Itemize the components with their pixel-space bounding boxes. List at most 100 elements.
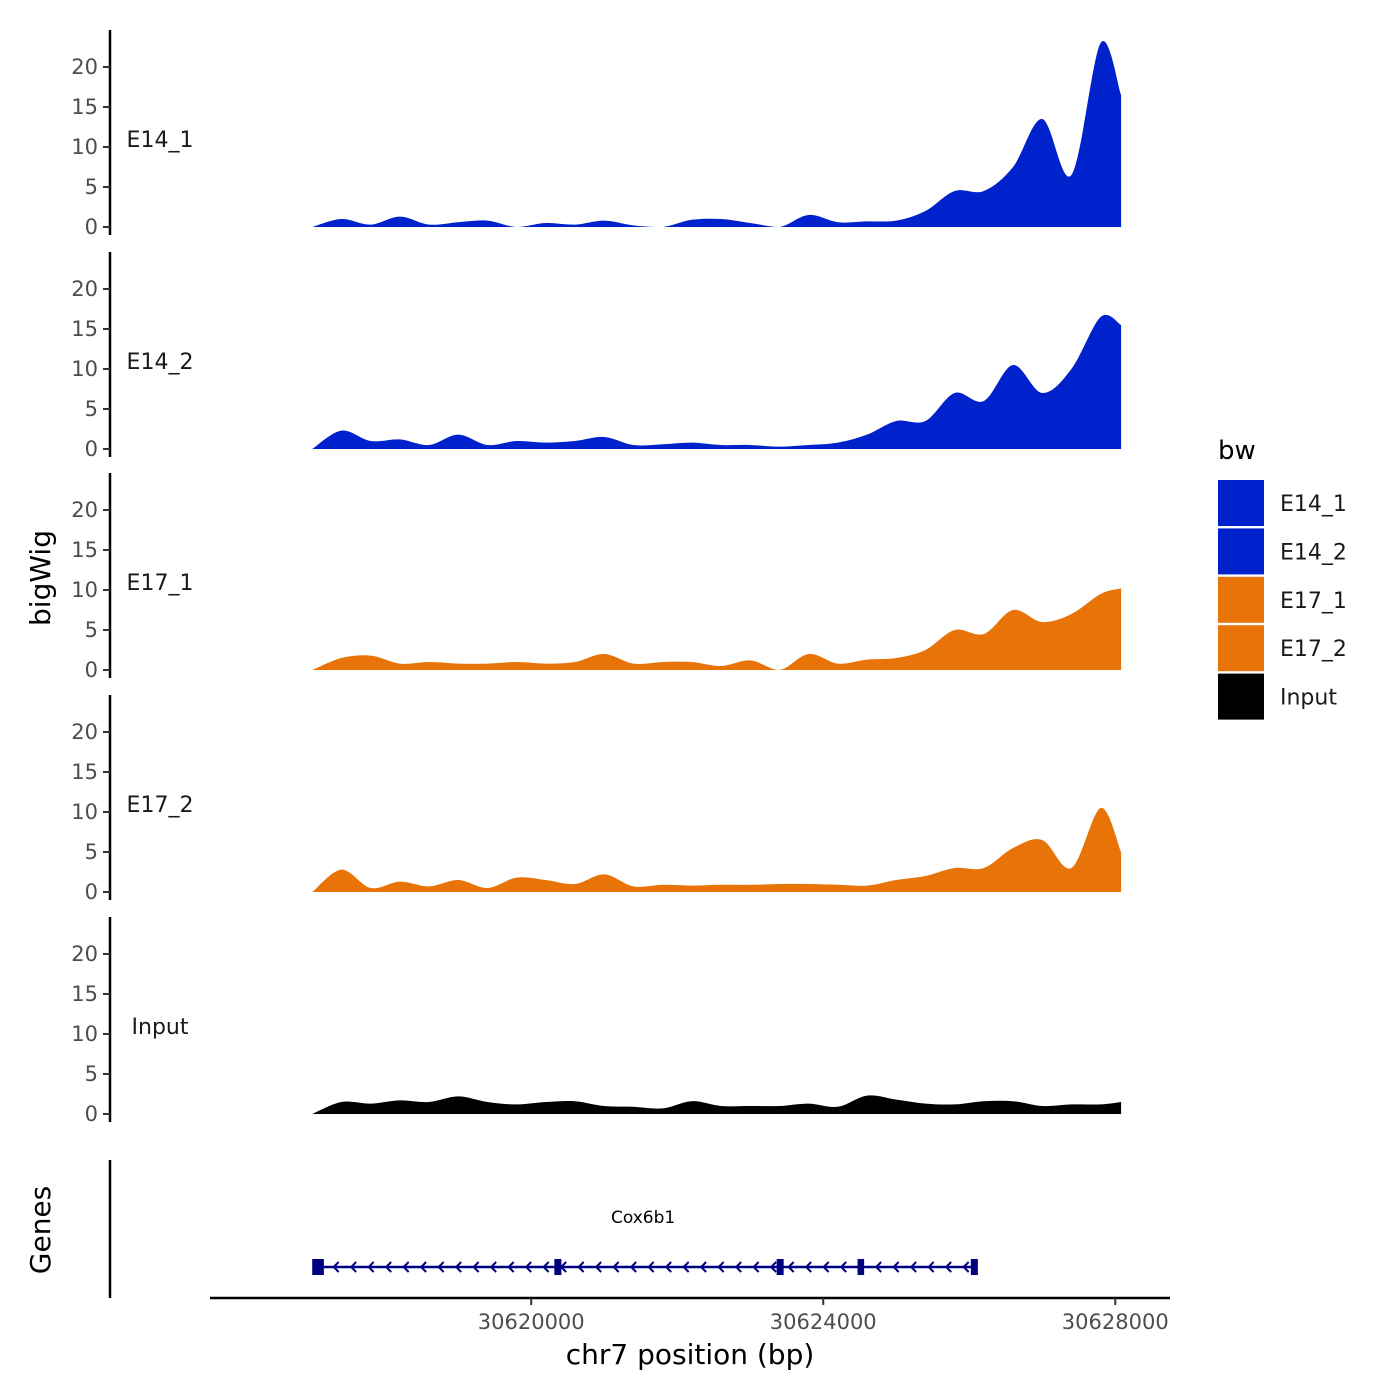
exon	[312, 1259, 324, 1275]
y-tick-label: 5	[85, 840, 98, 864]
strand-arrow	[437, 1261, 445, 1273]
strand-arrow	[839, 1261, 847, 1273]
strand-arrow	[489, 1261, 497, 1273]
y-axis-title: bigWig	[24, 530, 57, 626]
y-tick-label: 20	[71, 498, 98, 522]
track-label-e14_2: E14_2	[127, 350, 194, 375]
y-tick-label: 10	[71, 800, 98, 824]
strand-arrow	[787, 1261, 795, 1273]
y-tick-label: 10	[71, 1022, 98, 1046]
strand-arrow	[944, 1261, 952, 1273]
strand-arrow	[699, 1261, 707, 1273]
strand-arrow	[664, 1261, 672, 1273]
y-tick-label: 15	[71, 760, 98, 784]
legend-key-e14_1	[1218, 480, 1264, 526]
x-axis-title: chr7 position (bp)	[566, 1338, 815, 1371]
y-tick-label: 5	[85, 1062, 98, 1086]
strand-arrow	[332, 1261, 340, 1273]
y-tick-label: 15	[71, 317, 98, 341]
legend-label-e14_2: E14_2	[1280, 540, 1347, 565]
coverage-area-e17_2	[312, 807, 1122, 892]
y-tick-label: 15	[71, 538, 98, 562]
exon	[776, 1259, 784, 1275]
y-tick-label: 15	[71, 95, 98, 119]
track-e14_2: 0 5 10 15 20 E14_2	[71, 252, 1122, 461]
y-tick-label: 10	[71, 357, 98, 381]
y-tick-label: 20	[71, 277, 98, 301]
coverage-area-e17_1	[312, 588, 1122, 670]
strand-arrow	[524, 1261, 532, 1273]
coverage-area-input	[312, 1095, 1122, 1114]
strand-arrow	[629, 1261, 637, 1273]
y-tick-label: 10	[71, 578, 98, 602]
x-tick-label: 30624000	[770, 1310, 877, 1334]
track-e17_2: 0 5 10 15 20 E17_2	[71, 695, 1122, 904]
y-tick-label: 5	[85, 618, 98, 642]
strand-arrow	[419, 1261, 427, 1273]
y-tick-label: 0	[85, 1102, 98, 1126]
track-input: 0 5 10 15 20 Input	[71, 917, 1122, 1126]
y-tick-label: 0	[85, 658, 98, 682]
legend-key-e17_1	[1218, 576, 1264, 623]
strand-arrow	[454, 1261, 462, 1273]
y-tick-label: 0	[85, 215, 98, 239]
strand-arrow	[717, 1261, 725, 1273]
x-tick-label: 30620000	[478, 1310, 585, 1334]
track-label-e14_1: E14_1	[127, 128, 194, 153]
strand-arrow	[542, 1261, 550, 1273]
strand-arrow	[769, 1261, 777, 1273]
legend-label-e17_1: E17_1	[1280, 589, 1347, 614]
legend-label-e17_2: E17_2	[1280, 637, 1347, 662]
y-tick-label: 20	[71, 942, 98, 966]
gene-track-title: Genes	[24, 1186, 57, 1274]
legend-key-e14_2	[1218, 528, 1264, 575]
strand-arrow	[507, 1261, 515, 1273]
strand-arrow	[734, 1261, 742, 1273]
track-label-input: Input	[132, 1015, 189, 1040]
x-axis: 30620000 30624000 30628000	[210, 1296, 1170, 1334]
y-tick-label: 15	[71, 982, 98, 1006]
strand-arrow	[682, 1261, 690, 1273]
legend: bw E14_1 E14_2 E17_1 E17_2 Input	[1218, 436, 1347, 720]
strand-arrow	[402, 1261, 410, 1273]
strand-arrow	[909, 1261, 917, 1273]
track-e17_1: 0 5 10 15 20 E17_1	[71, 473, 1122, 682]
gene-label: Cox6b1	[611, 1208, 675, 1228]
legend-key-input	[1218, 673, 1264, 720]
track-label-e17_2: E17_2	[127, 793, 194, 818]
strand-arrow	[752, 1261, 760, 1273]
track-e14_1: 0 5 10 15 20 E14_1	[71, 30, 1122, 239]
legend-label-input: Input	[1280, 686, 1337, 711]
strand-arrow	[962, 1261, 970, 1273]
y-tick-label: 0	[85, 437, 98, 461]
coverage-area-e14_2	[312, 314, 1122, 449]
strand-arrow	[594, 1261, 602, 1273]
strand-arrow	[804, 1261, 812, 1273]
coverage-tracks: 05101520E14_105101520E14_205101520E17_10…	[71, 30, 1122, 1126]
strand-arrow	[874, 1261, 882, 1273]
y-tick-label: 5	[85, 175, 98, 199]
legend-label-e14_1: E14_1	[1280, 492, 1347, 517]
exon	[857, 1259, 865, 1275]
strand-arrow	[612, 1261, 620, 1273]
strand-arrow	[822, 1261, 830, 1273]
y-tick-label: 20	[71, 55, 98, 79]
gene-track: Cox6b1	[108, 1160, 978, 1298]
y-tick-label: 10	[71, 135, 98, 159]
strand-arrow	[367, 1261, 375, 1273]
y-tick-label: 20	[71, 720, 98, 744]
track-label-e17_1: E17_1	[127, 571, 194, 596]
strand-arrow	[647, 1261, 655, 1273]
strand-arrow	[349, 1261, 357, 1273]
strand-arrow	[577, 1261, 585, 1273]
strand-arrow	[892, 1261, 900, 1273]
strand-arrow	[384, 1261, 392, 1273]
strand-arrow	[472, 1261, 480, 1273]
strand-arrow	[927, 1261, 935, 1273]
coverage-area-e14_1	[312, 40, 1122, 227]
exon	[970, 1259, 978, 1275]
legend-title: bw	[1218, 436, 1256, 466]
y-tick-label: 5	[85, 397, 98, 421]
x-tick-label: 30628000	[1062, 1310, 1169, 1334]
